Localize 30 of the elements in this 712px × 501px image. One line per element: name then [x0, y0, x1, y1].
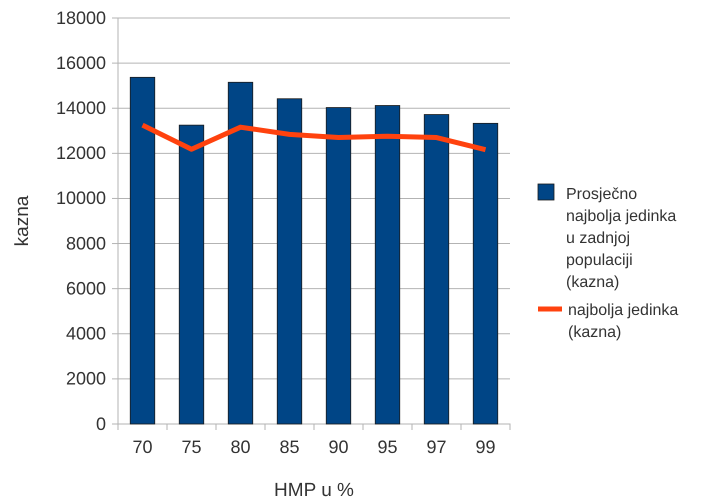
y-tick-label: 16000 [56, 52, 106, 73]
y-tick-label: 14000 [56, 98, 106, 118]
x-tick-label: 97 [426, 436, 447, 457]
bar [326, 107, 352, 424]
x-axis-title: HMP u % [274, 480, 354, 501]
x-tick-label: 80 [230, 436, 251, 457]
x-tick-label: 99 [475, 436, 496, 457]
x-tick-label: 75 [181, 436, 202, 457]
y-tick-label: 4000 [66, 324, 106, 344]
bar [228, 82, 254, 424]
y-tick-label: 12000 [56, 143, 106, 164]
y-tick-label: 0 [96, 414, 106, 434]
y-tick-label: 8000 [66, 233, 106, 254]
x-tick-label: 95 [377, 436, 398, 457]
y-tick-label: 2000 [66, 368, 106, 389]
bar [130, 76, 156, 424]
x-tick-label: 70 [132, 436, 153, 457]
legend-label: najbolja jedinka (kazna) [568, 302, 678, 341]
y-tick-label: 6000 [66, 278, 106, 298]
y-axis-title: kazna [12, 195, 33, 246]
y-tick-label: 18000 [56, 8, 106, 28]
bar [178, 124, 204, 424]
legend-label: Prosječno najbolja jedinka u zadnjoj populaciji (kazna) [566, 186, 676, 291]
bar [276, 98, 302, 424]
x-tick-label: 85 [279, 436, 300, 457]
bar [374, 105, 400, 424]
x-tick-label: 90 [328, 436, 349, 457]
y-tick-label: 10000 [56, 188, 106, 208]
bar [472, 122, 498, 424]
bar [424, 114, 450, 424]
